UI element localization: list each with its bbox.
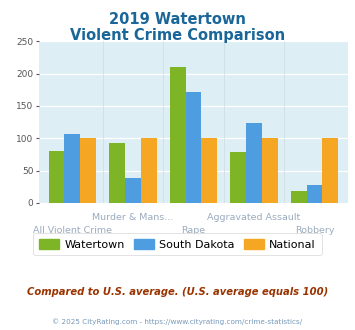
Text: Robbery: Robbery (295, 226, 334, 235)
Bar (230, 152, 246, 203)
Legend: Watertown, South Dakota, National: Watertown, South Dakota, National (33, 233, 322, 255)
Text: 2019 Watertown: 2019 Watertown (109, 12, 246, 26)
Bar (80, 138, 96, 203)
Text: Violent Crime Comparison: Violent Crime Comparison (70, 28, 285, 43)
Text: Rape: Rape (181, 226, 206, 235)
Bar (141, 138, 157, 203)
Bar (49, 151, 65, 203)
Bar (246, 123, 262, 203)
Bar (125, 179, 141, 203)
Bar (109, 144, 125, 203)
Bar (186, 92, 201, 203)
Bar (322, 138, 338, 203)
Text: © 2025 CityRating.com - https://www.cityrating.com/crime-statistics/: © 2025 CityRating.com - https://www.city… (53, 318, 302, 325)
Bar (291, 191, 307, 203)
Bar (201, 138, 217, 203)
Bar (307, 185, 322, 203)
Bar (65, 134, 80, 203)
Text: Compared to U.S. average. (U.S. average equals 100): Compared to U.S. average. (U.S. average … (27, 287, 328, 297)
Text: Murder & Mans...: Murder & Mans... (92, 213, 174, 222)
Text: All Violent Crime: All Violent Crime (33, 226, 112, 235)
Text: Aggravated Assault: Aggravated Assault (207, 213, 301, 222)
Bar (170, 67, 186, 203)
Bar (262, 138, 278, 203)
